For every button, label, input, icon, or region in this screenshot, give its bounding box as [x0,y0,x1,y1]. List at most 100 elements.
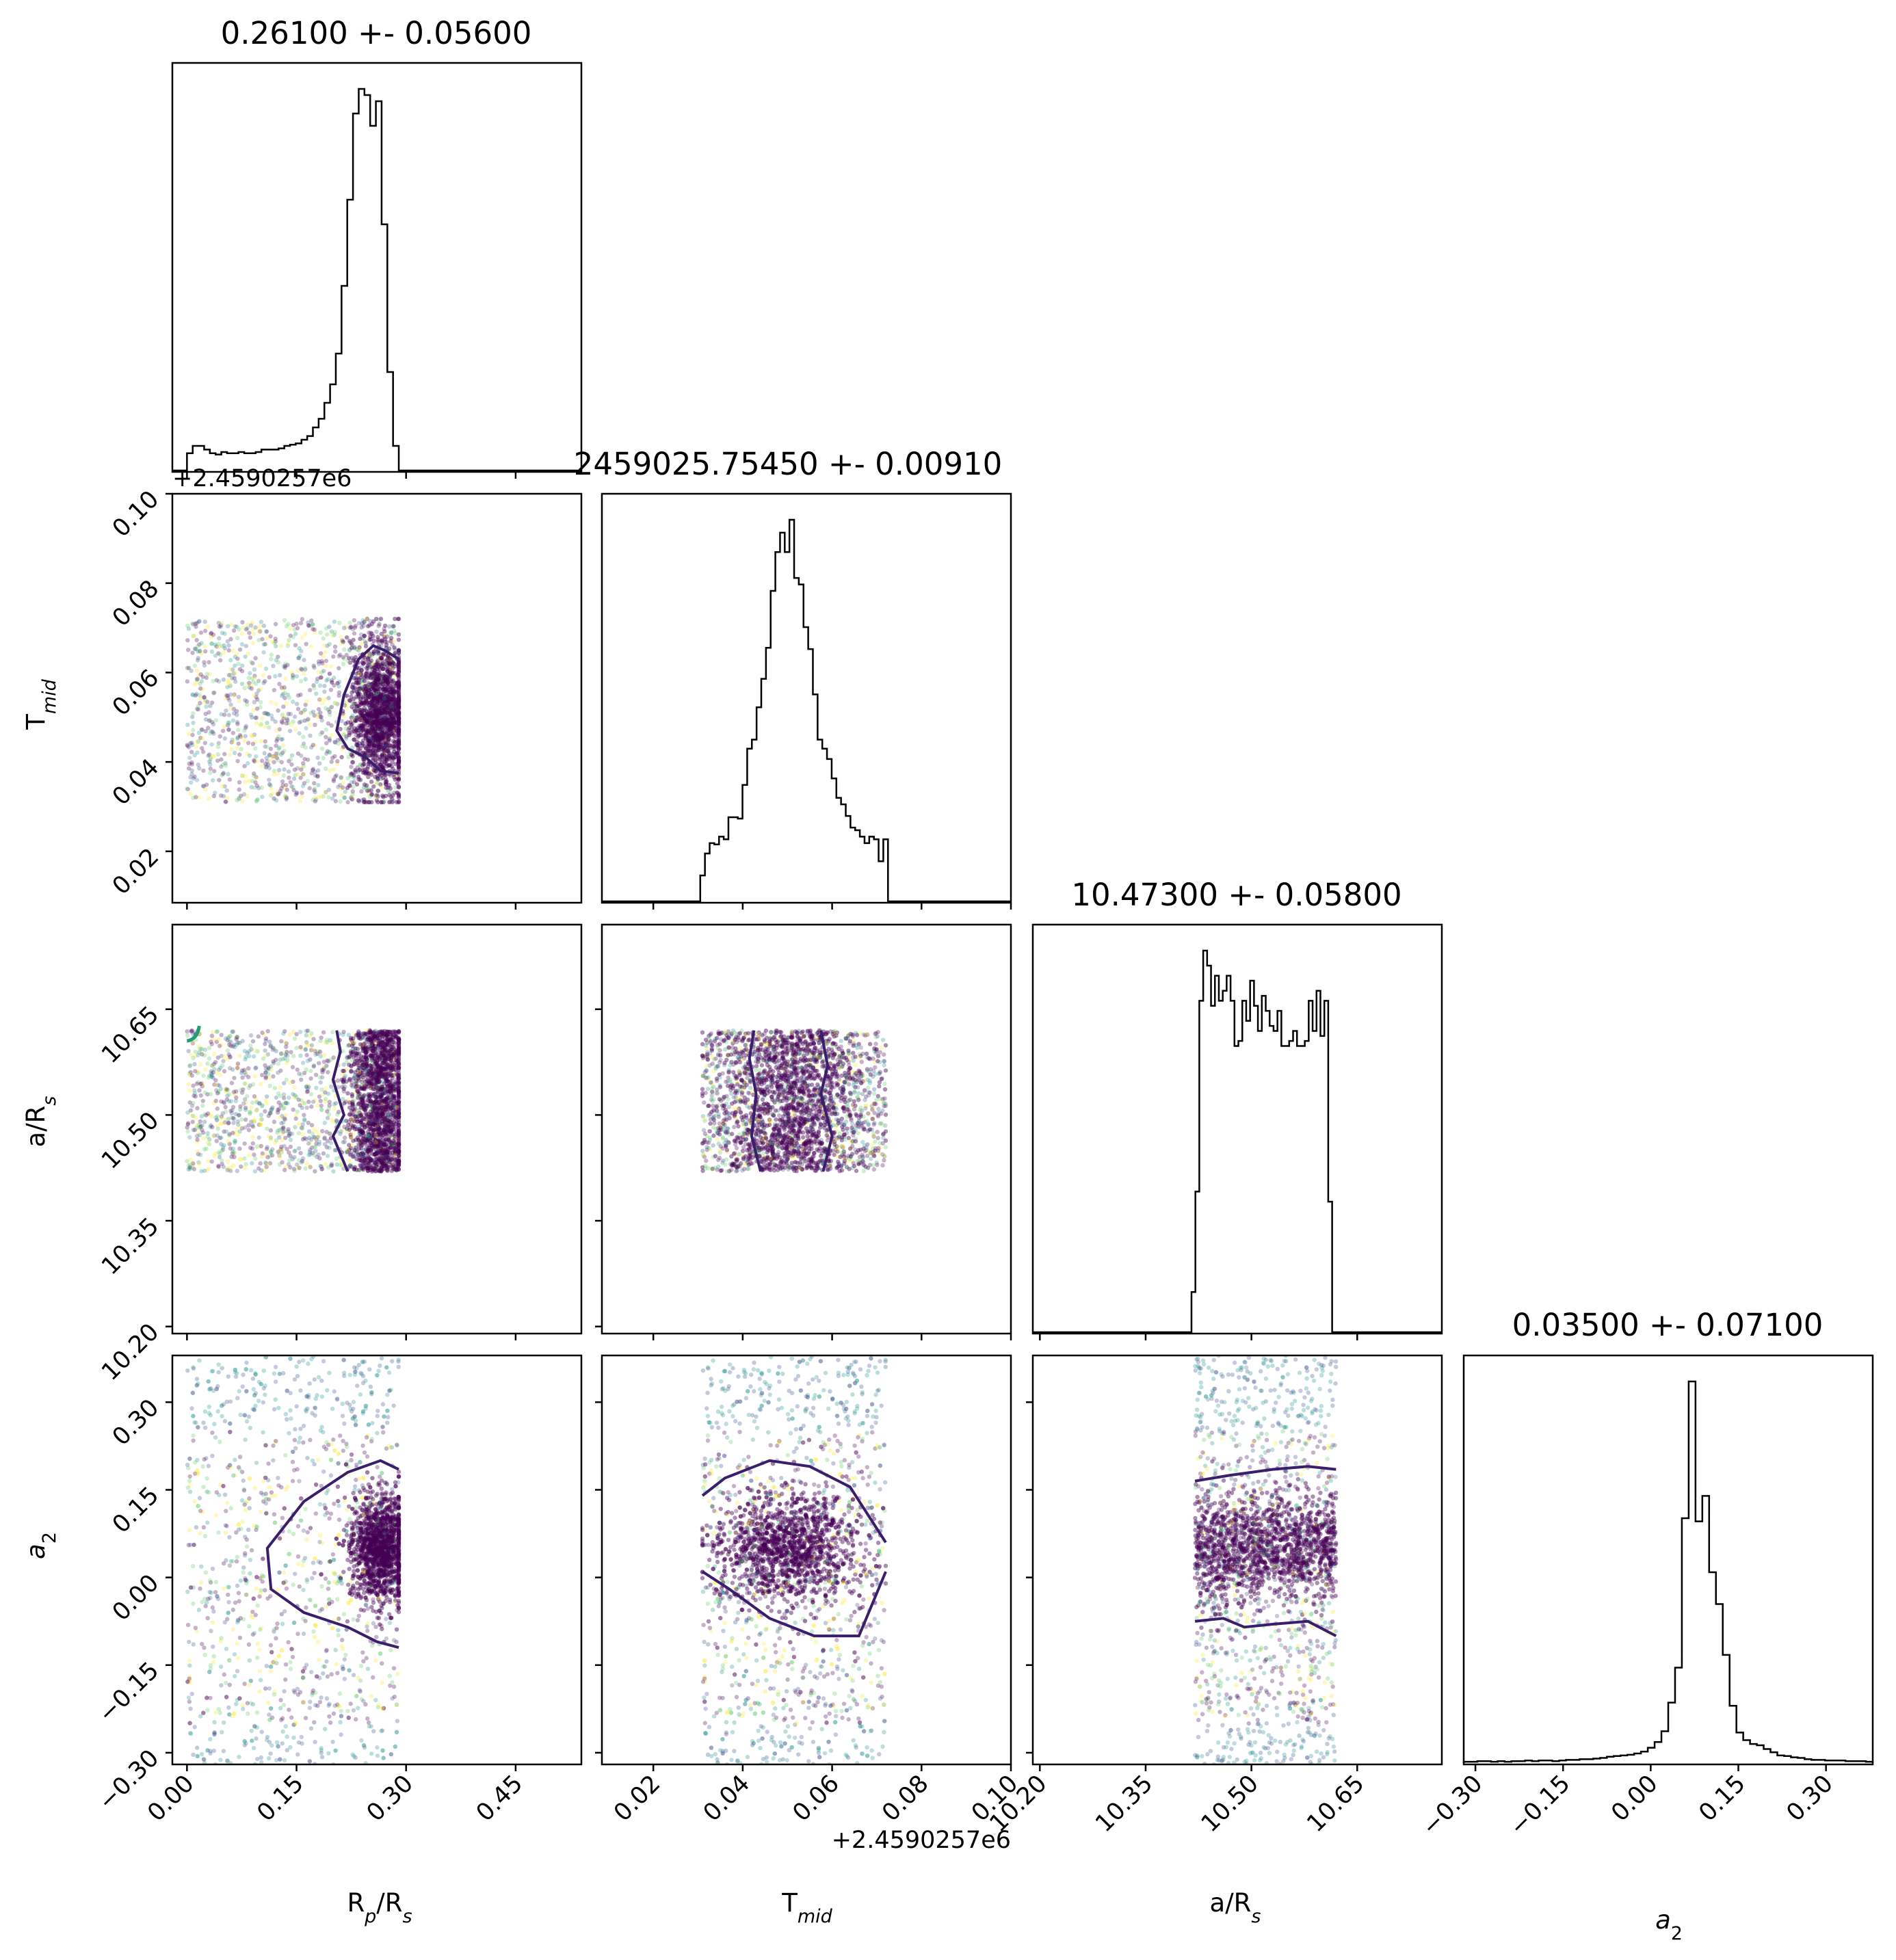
scatter-point [318,1163,323,1169]
scatter-point [369,667,373,672]
scatter-point [363,767,367,772]
scatter-point [315,774,320,779]
scatter-point [215,1029,220,1034]
scatter-point [305,778,311,784]
scatter-point [367,1040,372,1045]
scatter-point [283,661,288,666]
scatter-point [367,674,372,678]
scatter-point [360,664,365,669]
scatter-point [386,704,391,709]
scatter-point [186,1082,191,1087]
scatter-point [377,691,382,697]
scatter-point [376,1068,381,1072]
scatter-point [226,723,231,728]
scatter-point [189,1073,194,1078]
scatter-point [357,724,362,728]
scatter-point [226,643,231,648]
scatter-point [395,1100,400,1106]
scatter-point [266,1065,271,1070]
scatter-point [209,634,213,639]
scatter-point [358,713,363,718]
scatter-point [291,675,295,680]
scatter-point [359,1129,365,1135]
scatter-point [384,700,390,705]
scatter-point [263,762,268,767]
scatter-point [306,717,311,721]
scatter-point [380,1071,385,1076]
scatter-point [377,726,382,731]
scatter-point [332,683,337,688]
scatter-point [387,661,393,665]
scatter-point [359,1128,364,1133]
scatter-point [386,707,391,713]
scatter-point [354,741,359,747]
scatter-point [376,1145,380,1150]
scatter-point [396,1065,401,1070]
scatter-point [376,777,380,782]
scatter-point [368,1141,373,1145]
scatter-point [396,1041,401,1046]
scatter-point [388,1129,393,1134]
scatter-point [287,1032,292,1037]
scatter-point [396,728,401,733]
scatter-point [378,1107,383,1112]
scatter-point [298,799,302,804]
scatter-point [360,738,366,743]
scatter-point [356,1031,361,1036]
scatter-point [352,659,357,664]
scatter-point [386,1039,391,1044]
scatter-point [341,1068,347,1074]
scatter-point [360,1097,365,1102]
scatter-point [352,1074,357,1079]
scatter-point [361,700,366,705]
scatter-point [373,1060,378,1065]
scatter-point [374,1132,380,1137]
scatter-point [339,754,344,760]
scatter-point [368,1052,373,1058]
scatter-point [358,1058,363,1063]
scatter-point [396,1128,401,1134]
scatter-point [372,1122,378,1128]
scatter-point [378,721,382,726]
scatter-point [384,687,389,691]
scatter-point [313,1052,318,1057]
scatter-point [371,649,376,654]
scatter-point [395,1159,400,1164]
scatter-point [319,1164,324,1169]
scatter-point [237,667,242,672]
scatter-point [347,726,352,731]
scatter-point [347,1148,352,1152]
scatter-point [383,698,389,704]
scatter-point [375,1071,380,1076]
scatter-point [231,671,236,676]
scatter-point [289,1050,293,1055]
scatter-point [235,713,239,717]
scatter-point [374,1150,379,1156]
scatter-point [371,767,376,773]
scatter-point [260,758,265,763]
scatter-point [360,1122,366,1127]
scatter-point [393,752,399,757]
scatter-point [388,1080,393,1085]
scatter-point [384,716,389,721]
scatter-point [279,1126,284,1131]
scatter-point [396,732,401,738]
scatter-point [354,1167,359,1172]
scatter-point [288,757,293,762]
scatter-point [247,1054,252,1059]
scatter-point [379,1055,384,1060]
scatter-point [235,624,239,629]
scatter-point [341,1089,347,1094]
scatter-point [367,742,371,747]
scatter-point [395,1049,399,1054]
scatter-point [396,688,401,693]
scatter-point [394,1051,399,1056]
scatter-point [278,644,284,648]
scatter-point [311,767,316,771]
scatter-point [254,681,259,686]
scatter-point [249,1047,254,1052]
scatter-point [268,634,273,639]
scatter-point [369,622,374,626]
scatter-point [373,681,378,687]
scatter-point [367,723,373,728]
